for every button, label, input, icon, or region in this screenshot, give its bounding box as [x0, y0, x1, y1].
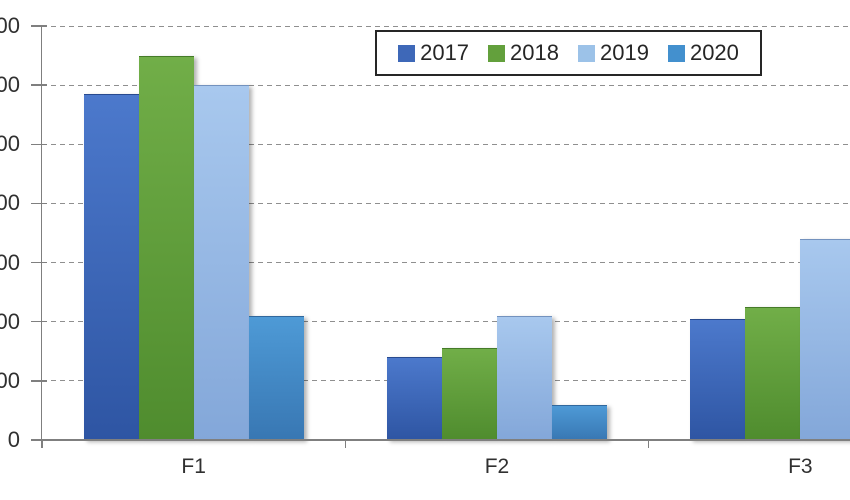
- y-gridline: [42, 25, 850, 27]
- legend-item-2017: 2017: [398, 40, 469, 66]
- x-axis-line: [42, 439, 850, 441]
- y-axis-label: 200: [0, 308, 20, 334]
- y-axis-label: 300: [0, 249, 20, 275]
- bar-f3-2017: [690, 318, 746, 440]
- legend-label: 2017: [420, 40, 470, 65]
- y-axis-label: 400: [0, 190, 20, 216]
- y-axis-line: [40, 26, 42, 440]
- bar-f2-2018: [441, 348, 497, 440]
- y-axis-tick: [31, 320, 47, 323]
- legend-label: 2020: [689, 40, 739, 65]
- y-gridline: [42, 202, 850, 204]
- y-axis-tick: [31, 143, 47, 146]
- bar-f2-2019: [496, 315, 552, 440]
- y-axis-label: 500: [0, 131, 20, 157]
- x-axis-category-label: F1: [181, 455, 206, 478]
- y-gridline: [42, 262, 850, 264]
- legend-swatch-2017: [398, 44, 416, 62]
- legend-label: 2019: [600, 40, 649, 65]
- y-axis-label: 0: [7, 427, 20, 452]
- x-axis-tick: [41, 440, 43, 448]
- y-axis-tick: [31, 202, 47, 205]
- y-gridline: [42, 84, 850, 86]
- y-gridline: [42, 321, 850, 323]
- y-axis-tick: [31, 25, 47, 27]
- y-axis-label: 100: [0, 367, 20, 393]
- legend-item-2018: 2018: [488, 40, 559, 66]
- legend-label: 2018: [510, 40, 559, 65]
- bar-f1-2018: [138, 55, 194, 440]
- bar-f1-2019: [193, 85, 249, 440]
- y-axis-label: 600: [0, 72, 20, 98]
- bar-f2-2020: [551, 404, 607, 440]
- y-axis-tick: [31, 84, 47, 86]
- y-axis-tick: [31, 439, 47, 441]
- legend-swatch-2019: [578, 44, 595, 62]
- bar-f3-2019: [800, 238, 850, 440]
- y-gridline: [42, 143, 850, 145]
- legend: 2017 2018 2019 2020: [375, 30, 762, 76]
- legend-item-2020: 2020: [667, 40, 739, 66]
- x-axis-category-label: F3: [788, 455, 813, 478]
- legend-swatch-2020: [667, 44, 685, 62]
- bar-f1-2020: [248, 315, 304, 440]
- x-axis-tick: [344, 440, 347, 448]
- y-axis-tick: [31, 380, 47, 382]
- y-axis-tick: [31, 261, 47, 264]
- bar-f3-2018: [745, 306, 801, 440]
- x-axis-tick: [647, 440, 650, 448]
- bar-f2-2017: [386, 357, 442, 440]
- legend-swatch-2018: [488, 44, 506, 62]
- x-axis-category-label: F2: [484, 455, 510, 478]
- bar-f1-2017: [83, 94, 139, 440]
- legend-item-2019: 2019: [578, 40, 649, 66]
- y-axis-label: 700: [0, 13, 20, 38]
